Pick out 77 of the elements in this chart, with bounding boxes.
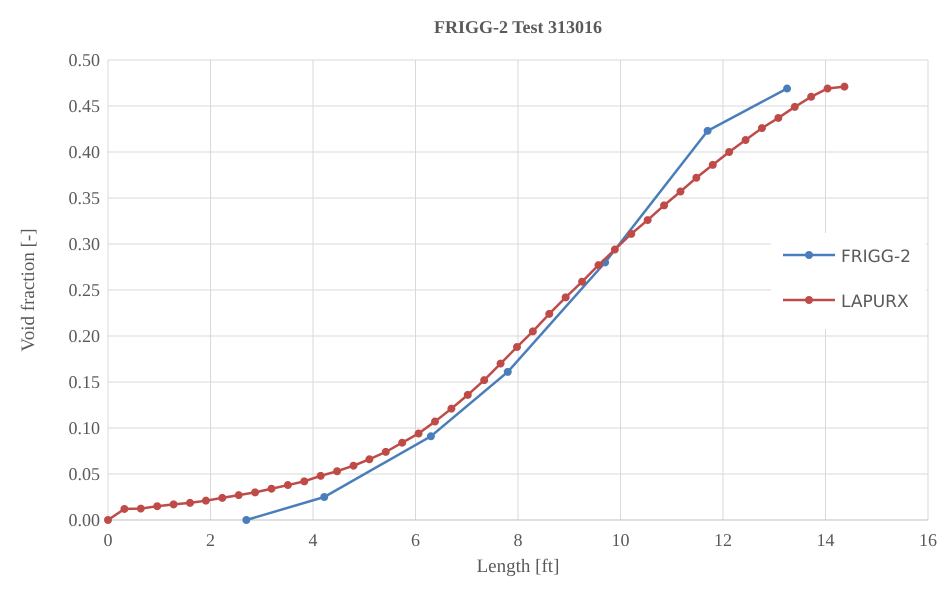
point bbox=[807, 92, 816, 101]
point bbox=[414, 430, 423, 438]
point bbox=[218, 494, 226, 502]
point bbox=[365, 455, 374, 464]
point bbox=[578, 278, 586, 286]
point bbox=[234, 491, 243, 500]
point bbox=[320, 493, 328, 501]
point bbox=[202, 496, 210, 505]
point bbox=[644, 216, 652, 224]
point bbox=[170, 500, 178, 508]
x-tick-label: 10 bbox=[612, 530, 630, 550]
point bbox=[382, 448, 390, 456]
point bbox=[267, 484, 276, 493]
point bbox=[545, 310, 554, 318]
point bbox=[398, 438, 406, 447]
point bbox=[512, 343, 521, 352]
y-tick-label: 0.10 bbox=[68, 418, 100, 438]
point bbox=[824, 84, 832, 93]
point bbox=[774, 114, 782, 122]
x-tick-label: 16 bbox=[919, 530, 937, 550]
point bbox=[704, 126, 712, 135]
point bbox=[426, 432, 435, 440]
y-tick-label: 0.35 bbox=[68, 188, 100, 208]
y-tick-label: 0.20 bbox=[68, 326, 100, 346]
x-axis-title: Length [ft] bbox=[476, 556, 560, 577]
point bbox=[496, 360, 505, 368]
point bbox=[562, 293, 570, 302]
y-tick-label: 0.05 bbox=[68, 464, 100, 484]
point bbox=[136, 504, 145, 513]
point bbox=[333, 467, 342, 476]
point bbox=[840, 82, 848, 91]
point bbox=[104, 516, 112, 524]
x-tick-label: 6 bbox=[411, 530, 420, 550]
y-tick-label: 0.30 bbox=[68, 234, 100, 254]
point bbox=[316, 472, 325, 480]
point bbox=[186, 498, 194, 507]
legend-label: FRIGG-2 bbox=[841, 247, 911, 267]
x-tick-label: 0 bbox=[104, 530, 112, 550]
point bbox=[627, 230, 636, 238]
point bbox=[120, 504, 128, 513]
point bbox=[758, 124, 766, 132]
point bbox=[708, 160, 717, 169]
x-tick-label: 8 bbox=[514, 530, 522, 550]
point bbox=[783, 84, 792, 93]
point bbox=[610, 246, 619, 254]
point bbox=[464, 390, 472, 399]
y-tick-label: 0.25 bbox=[68, 280, 100, 300]
point bbox=[790, 102, 799, 111]
legend-label: LAPURX bbox=[841, 292, 909, 312]
point bbox=[430, 418, 439, 426]
point bbox=[742, 136, 750, 144]
point bbox=[251, 488, 260, 496]
point bbox=[504, 368, 512, 376]
point bbox=[480, 376, 488, 384]
y-tick-label: 0.40 bbox=[68, 142, 100, 162]
y-axis-title: Void fraction [-] bbox=[18, 228, 39, 352]
point bbox=[660, 201, 668, 210]
point bbox=[300, 477, 308, 486]
y-tick-label: 0.15 bbox=[68, 372, 100, 392]
y-tick-label: 0.00 bbox=[68, 510, 100, 530]
x-tick-label: 4 bbox=[308, 530, 318, 550]
y-tick-label: 0.45 bbox=[68, 96, 100, 116]
x-tick-label: 14 bbox=[816, 530, 834, 550]
point bbox=[725, 148, 734, 156]
point bbox=[528, 327, 537, 336]
x-tick-label: 12 bbox=[714, 530, 732, 550]
point bbox=[349, 462, 358, 470]
point bbox=[676, 188, 684, 196]
chart-title: FRIGG-2 Test 313016 bbox=[434, 17, 602, 37]
point bbox=[284, 481, 292, 490]
x-tick-label: 2 bbox=[206, 530, 215, 550]
y-tick-label: 0.50 bbox=[68, 50, 100, 70]
point bbox=[594, 261, 602, 270]
point bbox=[692, 174, 700, 182]
point bbox=[242, 516, 250, 524]
point bbox=[153, 502, 162, 510]
point bbox=[447, 404, 456, 413]
